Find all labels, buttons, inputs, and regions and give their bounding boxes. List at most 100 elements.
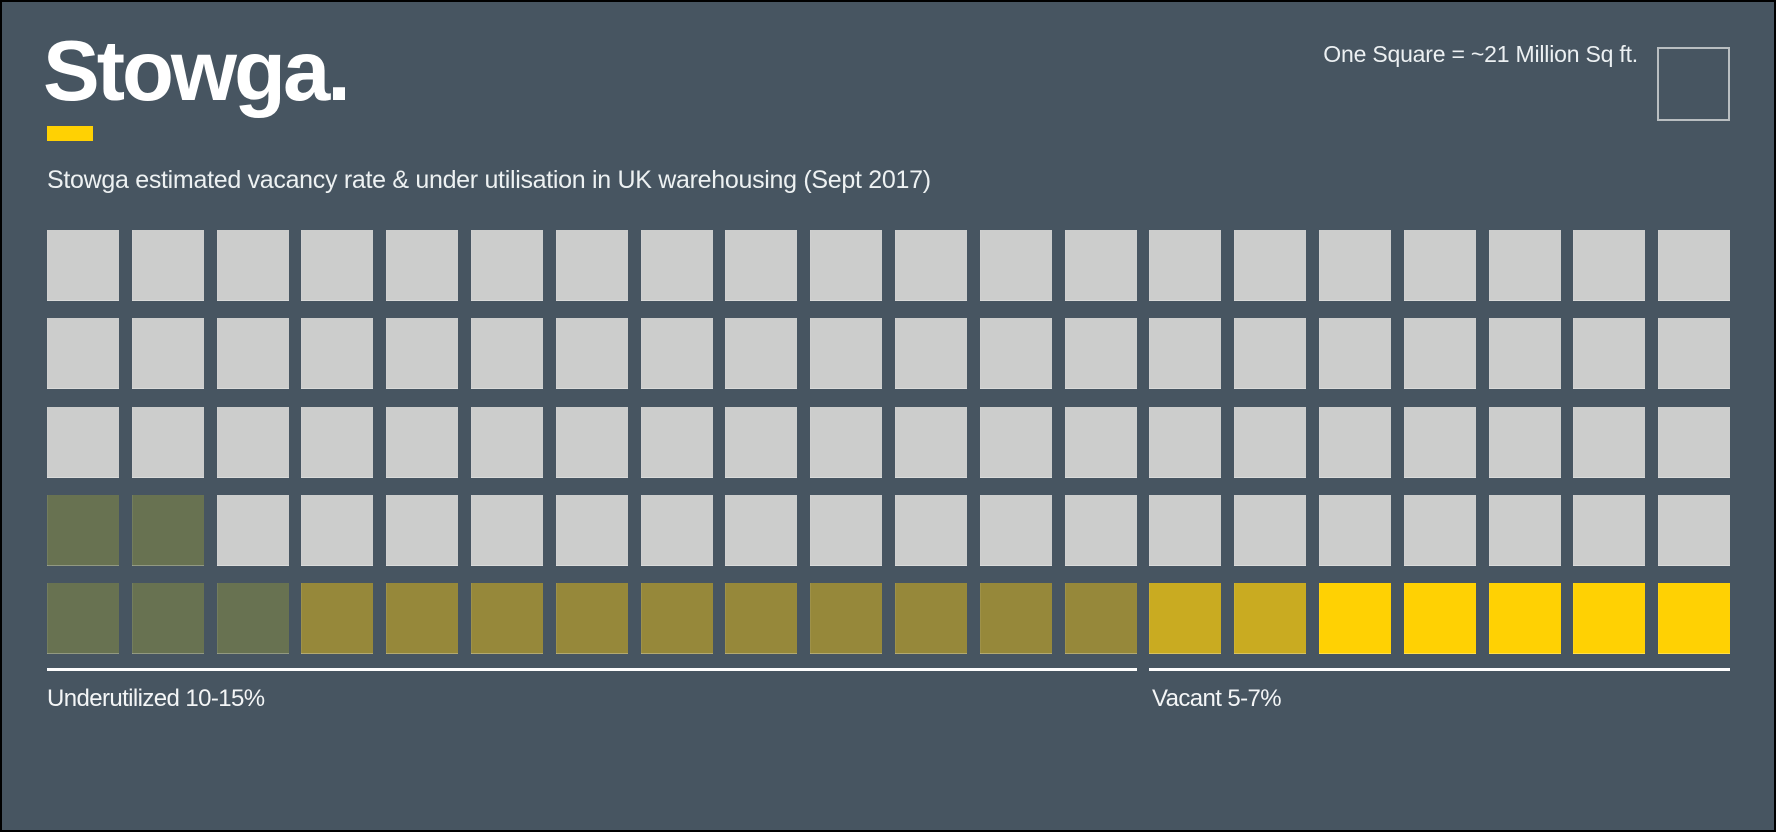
grid-square xyxy=(1658,406,1731,478)
grid-square xyxy=(810,406,883,478)
grid-square xyxy=(301,318,374,390)
grid-square xyxy=(1234,318,1307,390)
grid-square xyxy=(1064,583,1137,655)
grid-square xyxy=(640,494,713,566)
grid-square xyxy=(1318,494,1391,566)
grid-square xyxy=(216,406,289,478)
grid-square xyxy=(810,318,883,390)
grid-square xyxy=(1064,494,1137,566)
grid-square xyxy=(1488,318,1561,390)
grid-square xyxy=(640,406,713,478)
vacant-label: Vacant 5-7% xyxy=(1152,685,1282,712)
grid-square xyxy=(1234,406,1307,478)
grid-square xyxy=(470,406,543,478)
grid-square xyxy=(470,318,543,390)
grid-square xyxy=(1234,494,1307,566)
grid-square xyxy=(555,318,628,390)
grid-square xyxy=(1064,230,1137,301)
grid-square xyxy=(810,583,883,655)
grid-square xyxy=(1658,230,1731,301)
grid-square xyxy=(386,318,459,390)
grid-square xyxy=(1318,318,1391,390)
grid-square xyxy=(555,494,628,566)
grid-square xyxy=(725,406,798,478)
grid-square xyxy=(979,318,1052,390)
grid-square xyxy=(979,494,1052,566)
grid-square xyxy=(1403,230,1476,301)
grid-square xyxy=(1488,406,1561,478)
underutilized-rule xyxy=(47,668,1137,671)
grid-square xyxy=(131,230,204,301)
grid-square xyxy=(725,230,798,301)
grid-square xyxy=(640,318,713,390)
grid-square xyxy=(1403,406,1476,478)
grid-square xyxy=(1149,494,1222,566)
grid-square xyxy=(301,230,374,301)
grid-square xyxy=(1149,406,1222,478)
grid-square xyxy=(725,318,798,390)
grid-square xyxy=(216,230,289,301)
grid-square xyxy=(216,583,289,655)
grid-square xyxy=(810,230,883,301)
grid-square xyxy=(1488,230,1561,301)
grid-square xyxy=(216,318,289,390)
grid-square xyxy=(555,583,628,655)
grid-square xyxy=(216,494,289,566)
grid-square xyxy=(979,406,1052,478)
grid-square xyxy=(725,583,798,655)
legend-unit-square-icon xyxy=(1657,47,1730,121)
grid-square xyxy=(979,583,1052,655)
grid-square xyxy=(1149,318,1222,390)
grid-square xyxy=(725,494,798,566)
waffle-grid xyxy=(47,230,1731,655)
grid-square xyxy=(386,494,459,566)
grid-square xyxy=(301,406,374,478)
grid-square xyxy=(301,494,374,566)
grid-square xyxy=(894,318,967,390)
grid-square xyxy=(47,583,119,655)
grid-square xyxy=(555,230,628,301)
grid-square xyxy=(1658,494,1731,566)
vacant-rule xyxy=(1149,668,1730,671)
stowga-logo: Stowga. xyxy=(43,24,351,119)
legend-label: One Square = ~21 Million Sq ft. xyxy=(1323,41,1638,67)
grid-square xyxy=(1488,583,1561,655)
grid-square xyxy=(131,406,204,478)
grid-square xyxy=(1658,318,1731,390)
grid-square xyxy=(131,494,204,566)
grid-square xyxy=(470,230,543,301)
grid-square xyxy=(47,494,119,566)
grid-square xyxy=(131,583,204,655)
grid-square xyxy=(386,583,459,655)
grid-square xyxy=(470,583,543,655)
grid-square xyxy=(894,583,967,655)
grid-square xyxy=(1318,583,1391,655)
grid-square xyxy=(894,494,967,566)
grid-square xyxy=(47,406,119,478)
grid-square xyxy=(386,406,459,478)
grid-square xyxy=(47,318,119,390)
grid-square xyxy=(894,230,967,301)
grid-square xyxy=(47,230,119,301)
grid-square xyxy=(386,230,459,301)
grid-square xyxy=(1403,318,1476,390)
grid-square xyxy=(979,230,1052,301)
grid-square xyxy=(1064,318,1137,390)
grid-square xyxy=(1403,494,1476,566)
grid-square xyxy=(1573,406,1646,478)
chart-title: Stowga estimated vacancy rate & under ut… xyxy=(47,166,931,194)
grid-square xyxy=(1573,494,1646,566)
grid-square xyxy=(1318,406,1391,478)
grid-square xyxy=(555,406,628,478)
grid-square xyxy=(1573,230,1646,301)
grid-square xyxy=(1488,494,1561,566)
grid-square xyxy=(1658,583,1731,655)
grid-square xyxy=(1234,583,1307,655)
grid-square xyxy=(894,406,967,478)
grid-square xyxy=(470,494,543,566)
grid-square xyxy=(640,583,713,655)
grid-square xyxy=(810,494,883,566)
grid-square xyxy=(1149,583,1222,655)
logo-underline-bar xyxy=(47,126,93,141)
grid-square xyxy=(640,230,713,301)
